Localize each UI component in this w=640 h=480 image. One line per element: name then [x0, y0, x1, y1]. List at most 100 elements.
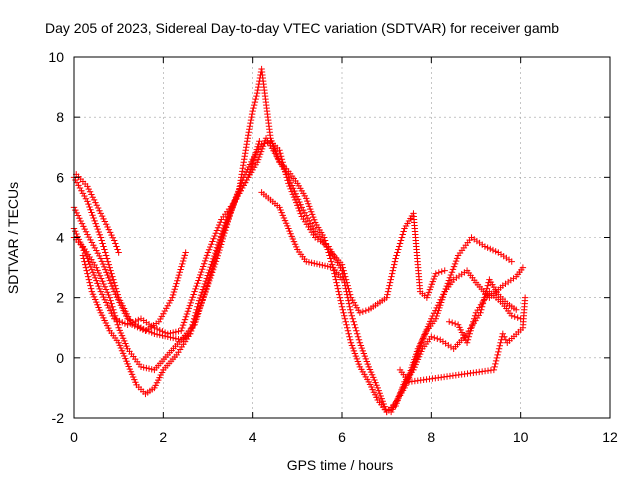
data-point	[288, 188, 295, 195]
data-point	[93, 247, 100, 254]
data-point	[200, 260, 208, 267]
data-point	[267, 135, 274, 142]
data-point	[209, 238, 216, 245]
data-point	[95, 269, 102, 277]
data-point	[197, 271, 204, 279]
series-track-5	[70, 138, 515, 416]
data-point	[82, 195, 90, 202]
data-point	[109, 234, 117, 242]
data-point	[432, 315, 439, 322]
data-point	[316, 261, 323, 268]
data-point	[464, 336, 472, 343]
data-point	[445, 277, 453, 284]
data-point	[132, 317, 139, 325]
data-point	[374, 384, 381, 392]
data-point	[211, 232, 218, 240]
data-point	[105, 226, 113, 233]
data-point	[230, 199, 237, 207]
data-point	[73, 209, 80, 217]
data-point	[181, 252, 189, 259]
data-point	[437, 301, 444, 309]
data-point	[87, 236, 94, 244]
data-point	[344, 327, 352, 334]
data-point	[164, 330, 171, 337]
data-point	[228, 205, 235, 212]
data-point	[323, 243, 331, 250]
data-point	[161, 329, 169, 336]
data-point	[79, 252, 87, 259]
data-point	[397, 237, 405, 244]
data-point	[166, 299, 173, 307]
data-point	[309, 211, 316, 218]
data-point	[115, 296, 122, 303]
data-point	[449, 266, 457, 273]
y-tick-label: 2	[56, 290, 64, 306]
data-point	[106, 307, 114, 314]
data-point	[327, 263, 334, 271]
data-point	[328, 248, 335, 256]
data-point	[190, 318, 197, 325]
data-point	[113, 243, 120, 250]
data-point	[94, 267, 101, 274]
data-point	[354, 333, 362, 340]
data-point	[120, 307, 127, 314]
data-point	[113, 293, 121, 301]
data-point	[438, 296, 446, 303]
data-point	[124, 321, 131, 328]
data-point	[85, 200, 92, 208]
data-point	[78, 187, 85, 194]
data-point	[352, 324, 359, 331]
data-point	[429, 278, 437, 285]
data-point	[508, 312, 515, 319]
data-point	[198, 289, 206, 296]
data-point	[186, 330, 194, 337]
data-point	[392, 255, 399, 262]
data-point	[98, 237, 105, 244]
data-point	[345, 300, 353, 307]
data-point	[286, 182, 293, 190]
data-point	[439, 293, 447, 301]
data-points	[70, 65, 529, 416]
data-point	[338, 300, 345, 307]
data-point	[227, 208, 234, 215]
data-point	[268, 137, 275, 145]
data-point	[492, 360, 499, 368]
data-point	[428, 281, 436, 288]
data-point	[194, 303, 201, 310]
data-point	[386, 282, 393, 289]
data-point	[109, 273, 116, 280]
data-point	[111, 288, 118, 295]
data-point	[294, 196, 302, 203]
data-point	[208, 241, 215, 248]
data-point	[360, 350, 368, 357]
data-point	[97, 234, 104, 241]
data-point	[427, 283, 435, 291]
data-point	[251, 98, 259, 106]
data-point	[188, 296, 195, 304]
data-point	[107, 280, 115, 287]
data-point	[303, 258, 310, 265]
data-point	[101, 246, 108, 253]
data-point	[189, 294, 196, 301]
data-point	[92, 199, 99, 206]
data-point	[253, 89, 261, 97]
data-point	[491, 363, 498, 371]
data-point	[447, 271, 455, 279]
data-point	[339, 270, 346, 277]
data-point	[328, 258, 335, 265]
data-point	[222, 219, 230, 226]
data-point	[72, 206, 79, 214]
data-point	[289, 191, 297, 198]
data-point	[76, 184, 84, 192]
data-point	[395, 243, 403, 250]
data-point	[98, 275, 105, 282]
data-point	[85, 185, 92, 193]
data-point	[412, 353, 419, 361]
data-point	[297, 201, 304, 208]
data-point	[97, 255, 104, 262]
data-point	[448, 319, 456, 326]
data-point	[411, 356, 418, 363]
data-point	[250, 101, 258, 109]
data-point	[96, 272, 104, 279]
